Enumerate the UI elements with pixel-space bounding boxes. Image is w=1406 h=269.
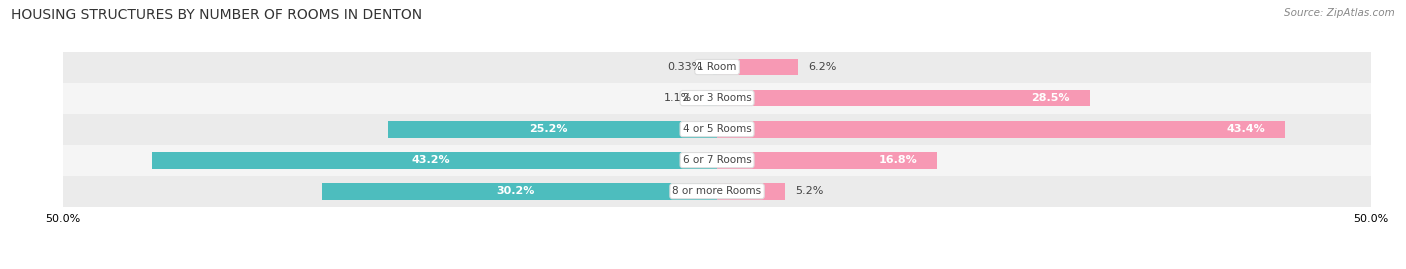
Text: 30.2%: 30.2%	[496, 186, 534, 196]
Text: 43.4%: 43.4%	[1226, 124, 1265, 134]
Bar	[717, 90, 1090, 107]
Text: HOUSING STRUCTURES BY NUMBER OF ROOMS IN DENTON: HOUSING STRUCTURES BY NUMBER OF ROOMS IN…	[11, 8, 422, 22]
Text: 6 or 7 Rooms: 6 or 7 Rooms	[683, 155, 751, 165]
Bar	[322, 183, 717, 200]
Bar	[713, 59, 717, 75]
Bar	[717, 183, 785, 200]
Text: 2 or 3 Rooms: 2 or 3 Rooms	[683, 93, 751, 103]
Text: Source: ZipAtlas.com: Source: ZipAtlas.com	[1284, 8, 1395, 18]
Text: 6.2%: 6.2%	[808, 62, 837, 72]
Text: 8 or more Rooms: 8 or more Rooms	[672, 186, 762, 196]
Text: 43.2%: 43.2%	[412, 155, 450, 165]
Bar	[152, 152, 717, 169]
Bar	[63, 52, 1371, 83]
Text: 0.33%: 0.33%	[666, 62, 702, 72]
Text: 1.1%: 1.1%	[664, 93, 692, 103]
Text: 4 or 5 Rooms: 4 or 5 Rooms	[683, 124, 751, 134]
Bar	[63, 145, 1371, 176]
Bar	[717, 59, 799, 75]
Text: 5.2%: 5.2%	[796, 186, 824, 196]
Bar	[717, 121, 1285, 137]
Text: 25.2%: 25.2%	[529, 124, 568, 134]
Bar	[717, 152, 936, 169]
Text: 1 Room: 1 Room	[697, 62, 737, 72]
Bar	[703, 90, 717, 107]
Text: 28.5%: 28.5%	[1032, 93, 1070, 103]
Bar	[63, 83, 1371, 114]
Bar	[63, 176, 1371, 207]
Bar	[388, 121, 717, 137]
Text: 16.8%: 16.8%	[879, 155, 917, 165]
Bar	[63, 114, 1371, 145]
